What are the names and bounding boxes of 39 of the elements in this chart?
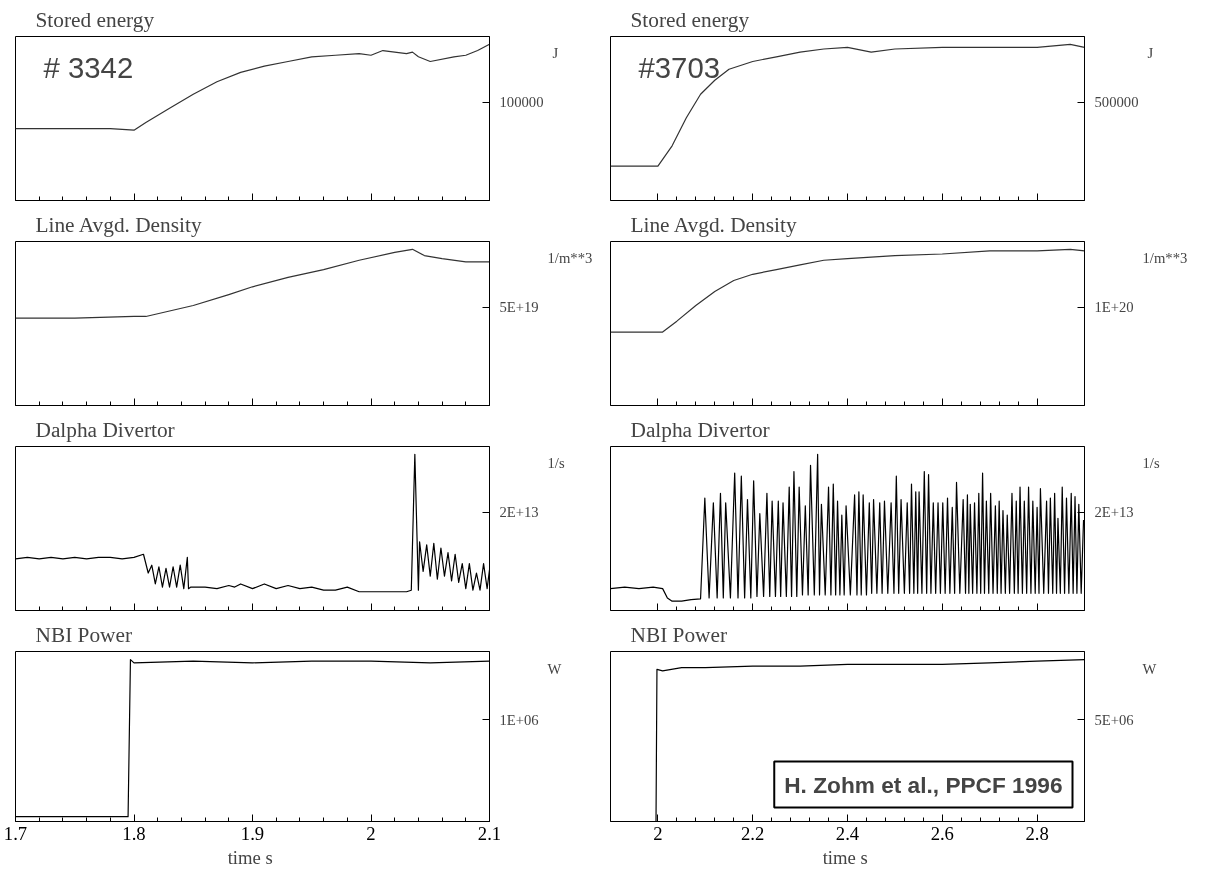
chart-title: Dalpha Divertor xyxy=(35,417,175,442)
text: 2E+13 xyxy=(499,504,539,521)
text: 2E+13 xyxy=(1094,504,1134,521)
y-axis-title: W xyxy=(547,660,562,677)
y-axis-title: 1/m**3 xyxy=(547,249,593,266)
x-axis-title: time s xyxy=(822,846,868,868)
y-axis-title: J xyxy=(552,44,559,61)
text: 1E+06 xyxy=(499,711,539,728)
x-tick-label: 1.7 xyxy=(3,822,28,844)
text: 1E+20 xyxy=(1094,299,1134,316)
chart-title: Dalpha Divertor xyxy=(630,417,770,442)
x-tick-label: 2.4 xyxy=(835,822,860,844)
text: 5E+19 xyxy=(499,299,539,316)
y-axis-title: W xyxy=(1142,660,1157,677)
text: 500000 xyxy=(1094,94,1139,111)
chart-title: Line Avgd. Density xyxy=(35,212,202,237)
chart-title: Line Avgd. Density xyxy=(630,212,797,237)
x-axis-title: time s xyxy=(227,846,273,868)
annotation: #3703 xyxy=(638,50,721,84)
text: 100000 xyxy=(499,94,544,111)
x-tick-label: 2.8 xyxy=(1025,822,1049,844)
chart-title: Stored energy xyxy=(630,7,750,32)
chart-title: NBI Power xyxy=(630,622,728,647)
x-tick-label: 2 xyxy=(653,822,663,844)
annotation: H. Zohm et al., PPCF 1996 xyxy=(784,771,1063,798)
y-axis-title: 1/s xyxy=(1142,454,1160,471)
x-tick-label: 2.1 xyxy=(477,822,502,844)
x-tick-label: 1.9 xyxy=(240,822,265,844)
text: 5E+06 xyxy=(1094,711,1134,728)
y-axis-title: 1/s xyxy=(547,454,565,471)
y-axis-title: J xyxy=(1147,44,1154,61)
x-tick-label: 1.8 xyxy=(122,822,146,844)
chart-title: NBI Power xyxy=(35,622,133,647)
annotation: # 3342 xyxy=(43,50,134,84)
x-tick-label: 2.6 xyxy=(930,822,954,844)
x-tick-label: 2 xyxy=(366,822,376,844)
y-axis-title: 1/m**3 xyxy=(1142,249,1188,266)
x-tick-label: 2.2 xyxy=(741,822,765,844)
chart-title: Stored energy xyxy=(35,7,155,32)
